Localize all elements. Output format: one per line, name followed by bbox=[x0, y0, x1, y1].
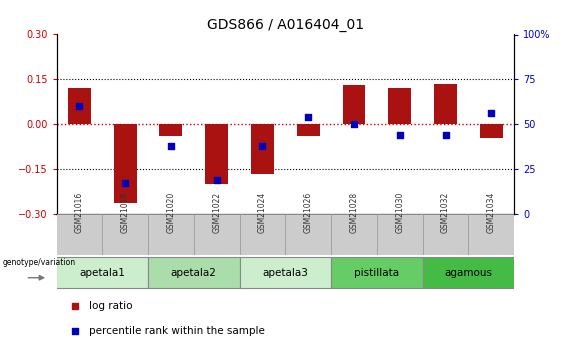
Bar bbox=[205, 124, 228, 184]
FancyBboxPatch shape bbox=[148, 214, 194, 255]
FancyBboxPatch shape bbox=[285, 214, 331, 255]
Text: GSM21032: GSM21032 bbox=[441, 191, 450, 233]
FancyBboxPatch shape bbox=[423, 214, 468, 255]
FancyBboxPatch shape bbox=[240, 257, 331, 288]
Bar bbox=[114, 124, 137, 204]
Point bbox=[396, 132, 405, 138]
Text: GSM21018: GSM21018 bbox=[121, 191, 129, 233]
Text: pistillata: pistillata bbox=[354, 268, 399, 277]
Text: GSM21028: GSM21028 bbox=[350, 191, 358, 233]
Bar bbox=[251, 124, 274, 174]
Text: apetala3: apetala3 bbox=[262, 268, 308, 277]
FancyBboxPatch shape bbox=[56, 214, 102, 255]
Text: GSM21030: GSM21030 bbox=[396, 191, 404, 233]
Bar bbox=[297, 124, 320, 136]
Text: GSM21024: GSM21024 bbox=[258, 191, 267, 233]
FancyBboxPatch shape bbox=[148, 257, 240, 288]
Point bbox=[120, 181, 129, 186]
FancyBboxPatch shape bbox=[56, 257, 148, 288]
Text: GSM21034: GSM21034 bbox=[487, 191, 496, 233]
Point bbox=[441, 132, 450, 138]
Point bbox=[486, 111, 496, 116]
Text: apetala1: apetala1 bbox=[79, 268, 125, 277]
Point bbox=[258, 143, 267, 148]
FancyBboxPatch shape bbox=[423, 257, 514, 288]
Bar bbox=[342, 85, 366, 124]
Title: GDS866 / A016404_01: GDS866 / A016404_01 bbox=[207, 18, 364, 32]
Bar bbox=[388, 88, 411, 124]
Text: GSM21022: GSM21022 bbox=[212, 191, 221, 233]
Text: apetala2: apetala2 bbox=[171, 268, 217, 277]
Point bbox=[349, 121, 359, 127]
FancyBboxPatch shape bbox=[377, 214, 423, 255]
Point bbox=[166, 143, 175, 148]
Point bbox=[75, 104, 84, 109]
FancyBboxPatch shape bbox=[468, 214, 514, 255]
FancyBboxPatch shape bbox=[102, 214, 148, 255]
FancyBboxPatch shape bbox=[331, 257, 423, 288]
FancyBboxPatch shape bbox=[331, 214, 377, 255]
Text: genotype/variation: genotype/variation bbox=[3, 258, 76, 267]
Point bbox=[304, 114, 313, 120]
Bar bbox=[159, 124, 182, 136]
Bar bbox=[480, 124, 503, 138]
Bar bbox=[434, 84, 457, 124]
Text: GSM21020: GSM21020 bbox=[167, 191, 175, 233]
Text: GSM21016: GSM21016 bbox=[75, 191, 84, 233]
Point bbox=[447, 189, 457, 195]
Text: percentile rank within the sample: percentile rank within the sample bbox=[89, 326, 264, 336]
Point bbox=[212, 177, 221, 183]
Text: GSM21026: GSM21026 bbox=[304, 191, 312, 233]
FancyBboxPatch shape bbox=[240, 214, 285, 255]
Text: agamous: agamous bbox=[445, 268, 492, 277]
FancyBboxPatch shape bbox=[194, 214, 240, 255]
Text: log ratio: log ratio bbox=[89, 302, 132, 311]
Bar bbox=[68, 88, 91, 124]
